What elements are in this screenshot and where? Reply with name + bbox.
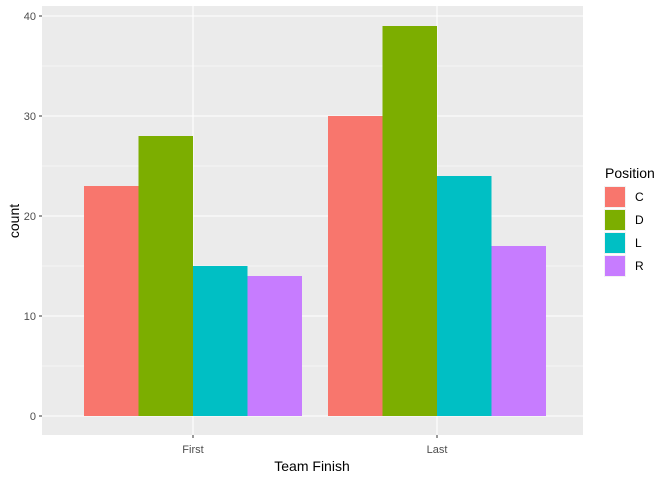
x-tick-label: Last [427,444,448,456]
legend-label-r: R [635,259,644,273]
bar-last-r [491,246,546,416]
bar-first-l [193,266,248,416]
bar-last-c [328,116,383,416]
y-tick-label: 10 [24,311,36,323]
bar-last-d [382,26,437,416]
legend-label-l: L [635,236,642,250]
bar-first-d [138,136,193,416]
legend-title: Position [605,165,655,181]
legend-swatch-c [605,187,625,207]
y-tick-label: 40 [24,11,36,23]
y-axis-title: count [6,204,22,238]
y-tick-label: 30 [24,111,36,123]
bar-first-c [84,186,139,416]
x-axis: First Last [182,435,447,456]
y-tick-label: 0 [30,411,36,423]
bar-last-l [437,176,492,416]
bar-first-r [247,276,302,416]
legend-swatch-r [605,256,625,276]
legend-swatch-l [605,233,625,253]
legend-swatch-d [605,210,625,230]
x-axis-title: Team Finish [274,458,349,474]
y-tick-label: 20 [24,211,36,223]
legend-label-c: C [635,190,644,204]
legend-label-d: D [635,213,644,227]
y-axis: 0 10 20 30 40 [24,11,42,423]
bars [84,26,546,416]
x-tick-label: First [182,444,203,456]
